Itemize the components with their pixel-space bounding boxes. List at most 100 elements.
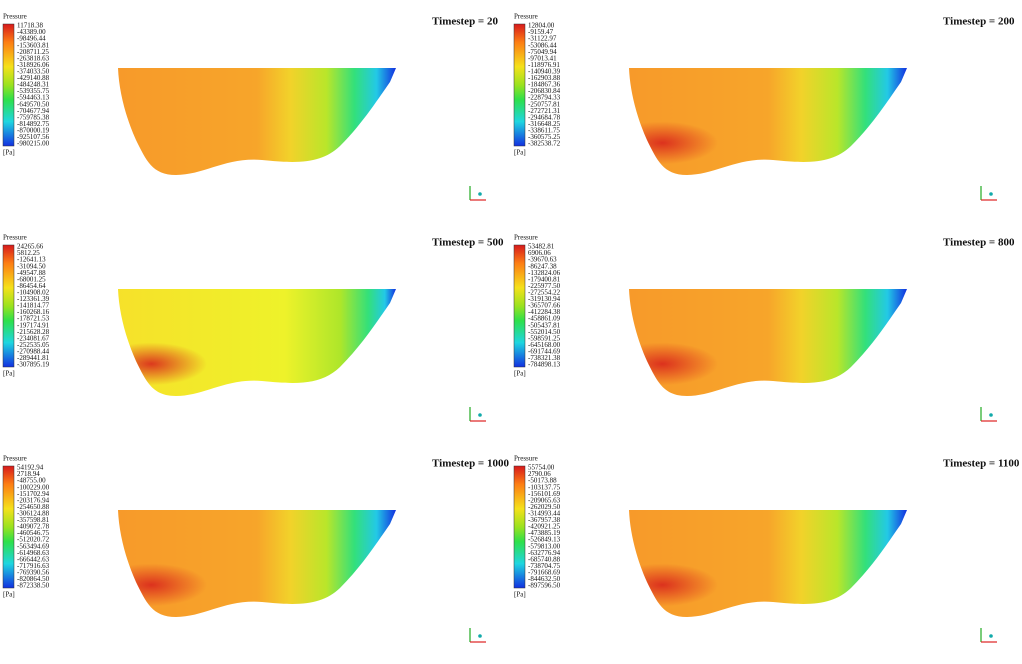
unit-label: [Pa] bbox=[514, 370, 526, 378]
legend-label: -784898.13 bbox=[528, 361, 561, 369]
legend-label: -43389.00 bbox=[17, 28, 46, 36]
legend-label: -484248.31 bbox=[17, 81, 50, 89]
legend-label: -374033.50 bbox=[17, 67, 50, 75]
legend-label: -306124.88 bbox=[17, 509, 50, 517]
colorbar bbox=[2, 23, 15, 147]
legend-label: -814892.75 bbox=[17, 120, 50, 128]
timestep-label: Timestep = 500 bbox=[432, 237, 504, 249]
colorbar bbox=[513, 244, 526, 368]
legend-title: Pressure bbox=[514, 234, 538, 242]
legend-label: -160268.16 bbox=[17, 308, 50, 316]
pressure-spot bbox=[629, 289, 907, 396]
unit-label: [Pa] bbox=[3, 591, 15, 599]
legend-label: -153603.81 bbox=[17, 41, 50, 49]
legend-label: -39670.63 bbox=[528, 256, 557, 264]
legend-label: -48755.00 bbox=[17, 477, 46, 485]
legend-label: -50173.88 bbox=[528, 477, 557, 485]
legend-label: -614968.63 bbox=[17, 549, 50, 557]
legend-label: -141814.77 bbox=[17, 302, 50, 310]
axis-z bbox=[478, 413, 482, 417]
legend-label: -184867.36 bbox=[528, 81, 561, 89]
legend-label: 55754.00 bbox=[528, 464, 555, 472]
legend-label: -632776.94 bbox=[528, 549, 561, 557]
legend-title: Pressure bbox=[3, 455, 27, 463]
axis-triad bbox=[980, 407, 997, 422]
legend-label: -552014.50 bbox=[528, 328, 561, 336]
legend-label: -262029.50 bbox=[528, 503, 561, 511]
legend-label: -563494.69 bbox=[17, 542, 50, 550]
legend-label: -31122.97 bbox=[528, 35, 557, 43]
axis-z bbox=[478, 634, 482, 638]
legend-label: -645168.00 bbox=[528, 341, 561, 349]
unit-label: [Pa] bbox=[514, 591, 526, 599]
legend-label: -252535.05 bbox=[17, 341, 50, 349]
legend-label: -206830.84 bbox=[528, 87, 561, 95]
legend-label: -382538.72 bbox=[528, 140, 561, 148]
legend-label: -691744.69 bbox=[528, 347, 561, 355]
legend-label: -738321.38 bbox=[528, 354, 561, 362]
unit-label: [Pa] bbox=[3, 149, 15, 157]
legend-label: -473885.19 bbox=[528, 529, 561, 537]
timestep-label: Timestep = 800 bbox=[943, 237, 1015, 249]
legend-label: -365707.66 bbox=[528, 302, 561, 310]
legend-label: 6906.06 bbox=[528, 249, 551, 257]
legend-label: -53086.44 bbox=[528, 41, 557, 49]
timestep-label: Timestep = 200 bbox=[943, 16, 1015, 28]
legend-label: 24265.66 bbox=[17, 243, 44, 251]
legend-label: -270988.44 bbox=[17, 347, 50, 355]
legend-label: -314993.44 bbox=[528, 509, 561, 517]
axis-triad bbox=[469, 628, 486, 643]
legend-label: -505437.81 bbox=[528, 321, 561, 329]
legend-label: -594463.13 bbox=[17, 94, 50, 102]
axis-z bbox=[989, 192, 993, 196]
pressure-spot bbox=[118, 289, 396, 396]
panel: Pressure24265.665812.25-12641.13-31094.5… bbox=[2, 234, 504, 422]
legend-label: -598591.25 bbox=[528, 334, 561, 342]
legend-label: -272721.31 bbox=[528, 107, 561, 115]
legend-label: -412284.38 bbox=[528, 308, 561, 316]
legend-label: -360575.25 bbox=[528, 133, 561, 141]
pressure-spot bbox=[118, 510, 396, 617]
axis-triad bbox=[980, 628, 997, 643]
legend-label: -649570.50 bbox=[17, 100, 50, 108]
legend-label: -132824.06 bbox=[528, 269, 561, 277]
legend-label: -234081.67 bbox=[17, 334, 50, 342]
legend-label: -197174.91 bbox=[17, 321, 50, 329]
legend-label: -512020.72 bbox=[17, 536, 50, 544]
legend-label: -49547.88 bbox=[17, 269, 46, 277]
legend-label: -12641.13 bbox=[17, 256, 46, 264]
legend-label: 54192.94 bbox=[17, 464, 44, 472]
legend-label: -68001.25 bbox=[17, 275, 46, 283]
legend-label: 12804.00 bbox=[528, 22, 555, 30]
panel: Pressure11718.38-43389.00-98496.44-15360… bbox=[2, 13, 498, 201]
legend-label: -717916.63 bbox=[17, 562, 50, 570]
axis-z bbox=[989, 634, 993, 638]
legend-label: -338611.75 bbox=[528, 126, 560, 134]
legend-label: -272554.22 bbox=[528, 288, 561, 296]
legend-label: -844632.50 bbox=[528, 575, 561, 583]
legend-title: Pressure bbox=[514, 13, 538, 21]
legend-label: -925107.56 bbox=[17, 133, 50, 141]
legend-label: -97013.41 bbox=[528, 54, 557, 62]
axis-triad bbox=[980, 186, 997, 201]
legend-label: -769390.56 bbox=[17, 568, 50, 576]
legend-label: -118976.91 bbox=[528, 61, 560, 69]
legend-label: 53482.81 bbox=[528, 243, 555, 251]
legend-label: -86454.64 bbox=[17, 282, 46, 290]
legend-label: -178721.53 bbox=[17, 315, 50, 323]
legend-label: -872338.50 bbox=[17, 582, 50, 590]
colorbar bbox=[513, 465, 526, 589]
legend-label: -820864.50 bbox=[17, 575, 50, 583]
legend-label: -263818.63 bbox=[17, 54, 50, 62]
legend-label: -458861.09 bbox=[528, 315, 561, 323]
legend-label: -209065.63 bbox=[528, 496, 561, 504]
legend-label: -429140.88 bbox=[17, 74, 50, 82]
axis-z bbox=[989, 413, 993, 417]
legend-label: -75049.94 bbox=[528, 48, 557, 56]
legend-label: -579813.00 bbox=[528, 542, 561, 550]
legend-label: -86247.38 bbox=[528, 262, 557, 270]
legend-label: -318926.06 bbox=[17, 61, 50, 69]
legend-label: 2718.94 bbox=[17, 470, 40, 478]
panel: Pressure55754.002790.06-50173.88-103137.… bbox=[513, 455, 1020, 643]
